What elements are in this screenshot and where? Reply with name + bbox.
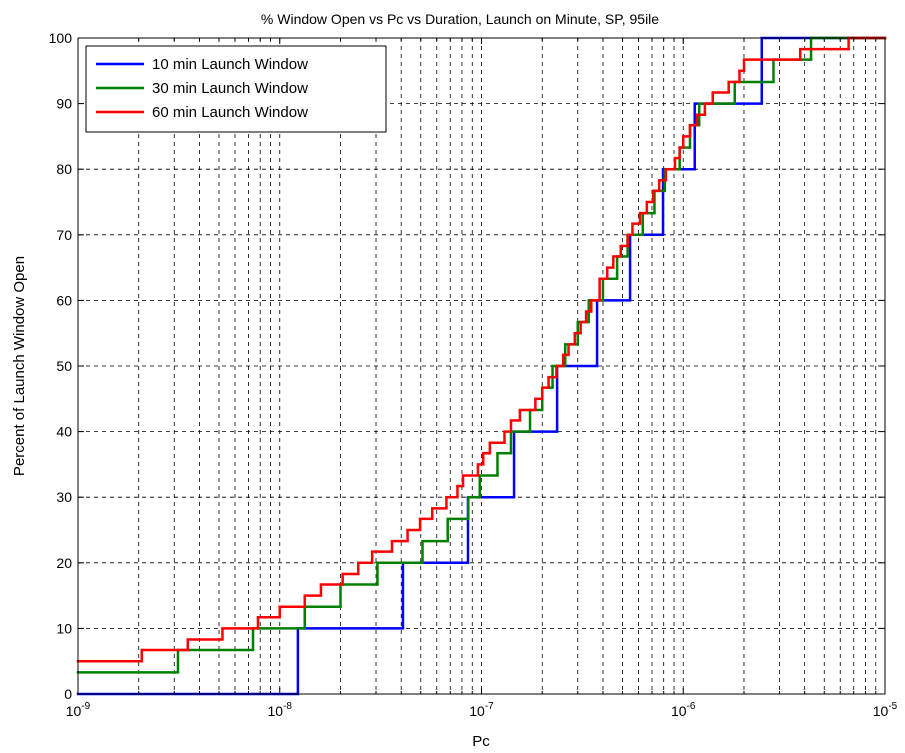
y-tick-label: 80 — [56, 161, 72, 177]
x-tick-label: 10-9 — [66, 701, 91, 719]
x-axis-label: Pc — [472, 733, 490, 750]
legend-label: 60 min Launch Window — [152, 104, 308, 121]
y-tick-label: 20 — [56, 555, 72, 571]
x-tick-label: 10-5 — [873, 701, 898, 719]
y-tick-label: 60 — [56, 292, 72, 308]
y-axis-label: Percent of Launch Window Open — [11, 256, 28, 476]
legend: 10 min Launch Window 30 min Launch Window… — [85, 45, 387, 133]
legend-label: 10 min Launch Window — [152, 56, 308, 73]
ticks: 0 10 20 30 40 50 60 70 80 90 100 10-9 10-8 10-7 10-6 10… — [49, 30, 898, 719]
y-tick-label: 30 — [56, 489, 72, 505]
y-tick-label: 0 — [64, 686, 72, 702]
y-tick-label: 10 — [56, 620, 72, 636]
x-tick-label: 10-8 — [268, 701, 293, 719]
chart-title: % Window Open vs Pc vs Duration, Launch … — [261, 11, 659, 27]
y-tick-label: 70 — [56, 227, 72, 243]
y-tick-label: 40 — [56, 424, 72, 440]
y-tick-label: 50 — [56, 358, 72, 374]
y-tick-label: 100 — [49, 30, 73, 46]
series-line — [76, 36, 887, 663]
legend-label: 30 min Launch Window — [152, 80, 308, 97]
x-tick-label: 10-7 — [469, 701, 494, 719]
x-tick-label: 10-6 — [671, 701, 696, 719]
y-tick-label: 90 — [56, 96, 72, 112]
